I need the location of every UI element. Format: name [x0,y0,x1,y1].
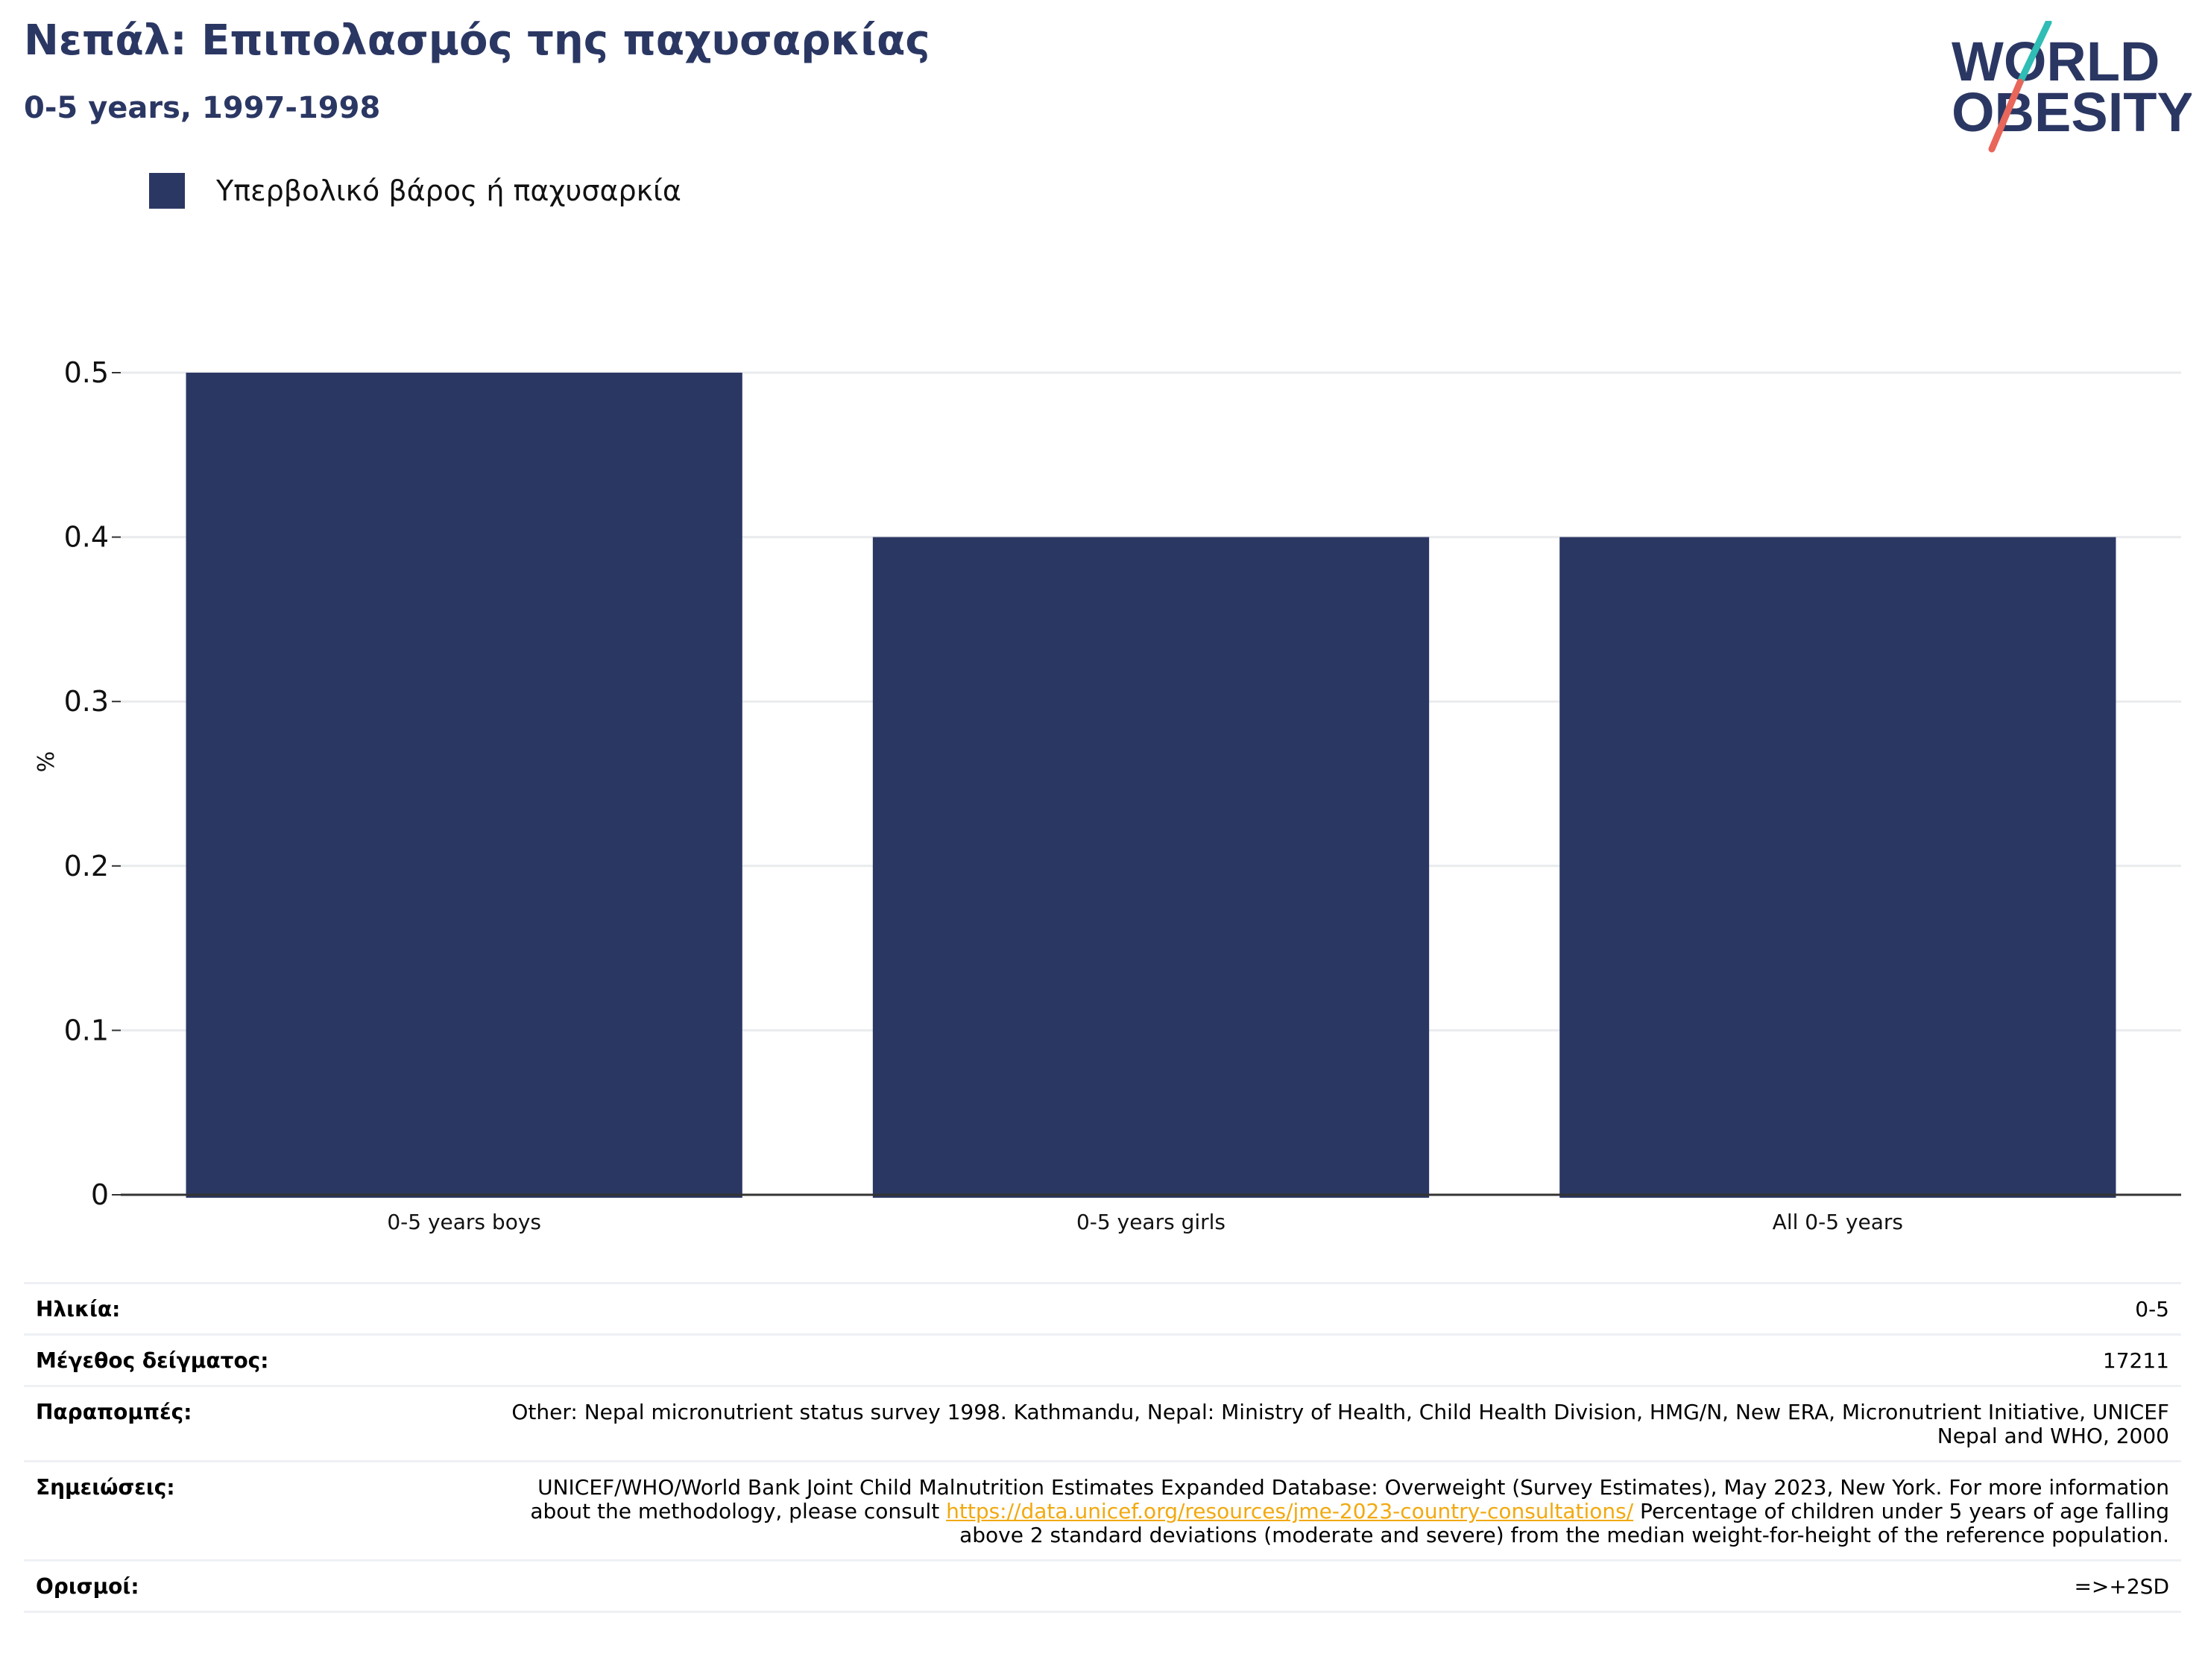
svg-text:OBESITY: OBESITY [1952,81,2192,143]
y-tick-label: 0 [91,1178,109,1211]
legend: Υπερβολικό βάρος ή παχυσαρκία [149,173,681,209]
notes-text-after: Percentage of children under 5 years of … [959,1499,2169,1547]
x-tick-label: 0-5 years boys [387,1210,541,1234]
notes-label: Σημειώσεις: [24,1460,465,1561]
bar-1[interactable] [186,373,742,1198]
info-table: Ηλικία: 0-5 Μέγεθος δείγματος: 17211 Παρ… [24,1282,2181,1613]
bar-chart: 00.10.20.30.40.5 0-5 years boys 0-5 years… [34,356,2181,1234]
info-row-age: Ηλικία: 0-5 [24,1282,2181,1335]
sample-size-value: 17211 [465,1333,2181,1386]
y-tick-label: 0.2 [64,850,109,882]
sample-size-label: Μέγεθος δείγματος: [24,1333,465,1386]
y-axis-label: % [34,751,60,773]
world-obesity-logo: WORLD OBESITY [1952,21,2192,153]
bar-3[interactable] [1559,537,2116,1198]
x-tick-label: 0-5 years girls [1076,1210,1225,1234]
x-tick-labels: 0-5 years boys 0-5 years girls All 0-5 yea… [387,1210,1903,1234]
references-value: Other: Nepal micronutrient status survey… [465,1385,2181,1462]
legend-label[interactable]: Υπερβολικό βάρος ή παχυσαρκία [216,174,681,207]
svg-text:WORLD: WORLD [1952,31,2160,92]
notes-text-before: UNICEF/WHO/World Bank Joint Child Malnut… [530,1475,2169,1523]
chart-subtitle: 0-5 years, 1997-1998 [24,91,381,125]
info-row-definitions: Ορισμοί: =>+2SD [24,1559,2181,1613]
references-label: Παραπομπές: [24,1385,465,1462]
y-tick-label: 0.3 [64,685,109,718]
methodology-link[interactable]: https://data.unicef.org/resources/jme-20… [946,1499,1634,1523]
y-tick-label: 0.4 [64,521,109,554]
age-label: Ηλικία: [24,1282,465,1335]
y-tick-labels: 0 0.1 0.2 0.3 0.4 0.5 [64,356,121,1211]
legend-swatch[interactable] [149,173,185,209]
bars [186,373,2116,1198]
bar-2[interactable] [872,537,1430,1198]
y-tick-label: 0.5 [64,356,109,389]
definitions-label: Ορισμοί: [24,1559,465,1613]
definitions-value: =>+2SD [465,1559,2181,1613]
x-tick-label: All 0-5 years [1773,1210,1903,1234]
y-tick-label: 0.1 [64,1014,109,1046]
info-row-notes: Σημειώσεις: UNICEF/WHO/World Bank Joint … [24,1460,2181,1561]
notes-value: UNICEF/WHO/World Bank Joint Child Malnut… [465,1460,2181,1561]
info-row-sample-size: Μέγεθος δείγματος: 17211 [24,1333,2181,1386]
info-row-references: Παραπομπές: Other: Nepal micronutrient s… [24,1385,2181,1462]
age-value: 0-5 [465,1282,2181,1335]
chart-title: Νεπάλ: Επιπολασμός της παχυσαρκίας [24,16,930,65]
